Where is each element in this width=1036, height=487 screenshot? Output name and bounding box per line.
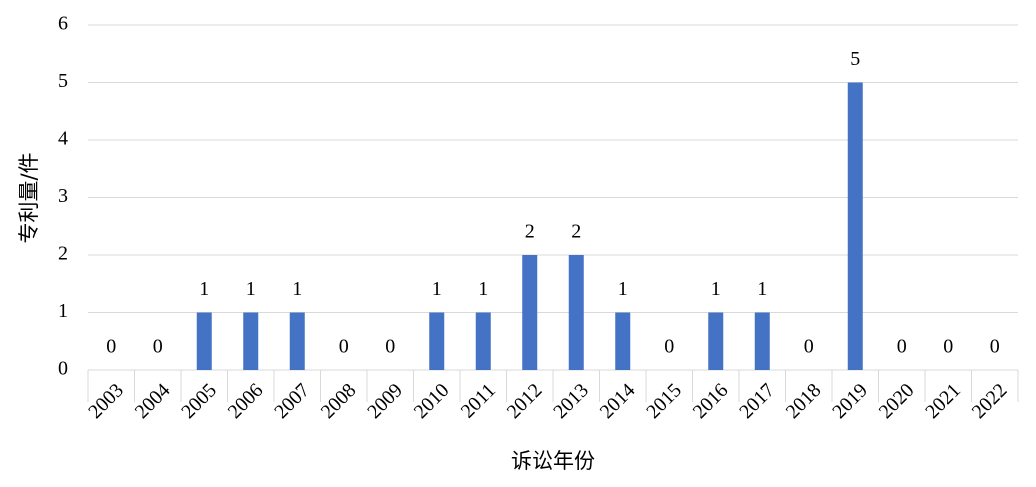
data-label: 0	[664, 336, 674, 358]
bar	[847, 82, 863, 370]
x-tick-label: 2012	[503, 379, 547, 423]
bar	[568, 255, 584, 370]
y-tick-label: 5	[58, 70, 68, 92]
x-tick-label: 2009	[363, 379, 407, 423]
x-tick-label: 2007	[270, 379, 314, 423]
y-tick-label: 2	[58, 243, 68, 265]
data-label: 0	[804, 336, 814, 358]
y-tick-label: 1	[58, 300, 68, 322]
x-tick-label: 2022	[968, 379, 1012, 423]
bar	[475, 312, 491, 370]
data-label: 2	[571, 221, 581, 243]
x-tick-label: 2019	[828, 379, 872, 423]
data-label: 5	[850, 48, 860, 70]
x-tick-label: 2003	[84, 379, 128, 423]
data-label: 0	[990, 336, 1000, 358]
bar	[196, 312, 212, 370]
bar	[522, 255, 538, 370]
bar	[429, 312, 445, 370]
x-tick-label: 2008	[317, 379, 361, 423]
x-tick-label: 2005	[177, 379, 221, 423]
x-tick-label: 2021	[921, 379, 965, 423]
x-axis-title: 诉讼年份	[511, 449, 595, 473]
data-label: 0	[385, 336, 395, 358]
y-tick-label: 6	[58, 13, 68, 35]
data-label: 1	[618, 278, 628, 300]
x-tick-label: 2018	[782, 379, 826, 423]
y-tick-label: 0	[58, 358, 68, 380]
data-label: 0	[943, 336, 953, 358]
x-tick-label: 2010	[410, 379, 454, 423]
data-label: 1	[432, 278, 442, 300]
x-tick-label: 2015	[642, 379, 686, 423]
x-tick-label: 2020	[875, 379, 919, 423]
bar	[289, 312, 305, 370]
y-axis-title: 专利量/件	[17, 152, 41, 243]
data-label: 1	[246, 278, 256, 300]
data-label: 1	[478, 278, 488, 300]
x-tick-label: 2016	[689, 379, 733, 423]
data-label: 2	[525, 221, 535, 243]
bar	[754, 312, 770, 370]
x-tick-label: 2013	[549, 379, 593, 423]
data-label: 0	[897, 336, 907, 358]
y-tick-label: 3	[58, 185, 68, 207]
bar	[243, 312, 259, 370]
x-tick-label: 2004	[131, 379, 175, 423]
x-tick-label: 2011	[457, 379, 500, 422]
bar	[708, 312, 724, 370]
x-tick-label: 2017	[735, 379, 779, 423]
bar	[615, 312, 631, 370]
data-label: 1	[199, 278, 209, 300]
data-label: 0	[339, 336, 349, 358]
x-tick-label: 2006	[224, 379, 268, 423]
data-label: 1	[711, 278, 721, 300]
x-tick-label: 2014	[596, 379, 640, 423]
y-tick-label: 4	[58, 128, 68, 150]
data-label: 0	[106, 336, 116, 358]
data-label: 0	[153, 336, 163, 358]
data-label: 1	[757, 278, 767, 300]
data-label: 1	[292, 278, 302, 300]
